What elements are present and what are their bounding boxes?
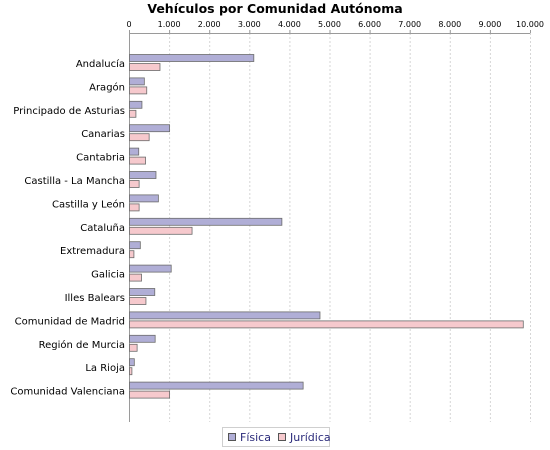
bar-fisica: [129, 334, 156, 343]
bar-juridica: [129, 273, 142, 282]
category-label: Cantabria: [76, 153, 125, 164]
bar-fisica: [129, 217, 283, 226]
x-tick-label: 7.000: [398, 20, 421, 29]
category-label: La Rioja: [85, 363, 125, 374]
x-tick-label: 5.000: [318, 20, 341, 29]
x-tick-label: 9.000: [478, 20, 501, 29]
category-label: Cataluña: [80, 223, 125, 234]
bar-juridica: [129, 343, 138, 352]
bar-fisica: [129, 358, 135, 367]
legend-item: Física: [228, 430, 271, 444]
bar-fisica: [129, 241, 141, 250]
x-tick-label: 4.000: [278, 20, 301, 29]
bar-juridica: [129, 156, 146, 165]
bar-fisica: [129, 311, 321, 320]
bar-fisica: [129, 100, 143, 109]
category-label: Illes Balears: [65, 293, 125, 304]
legend-swatch: [278, 433, 286, 441]
x-tick-label: 2.000: [198, 20, 221, 29]
bar-juridica: [129, 180, 140, 188]
x-tick-label: 3.000: [238, 20, 261, 29]
x-tick-label: 0: [126, 20, 131, 29]
bar-juridica: [129, 203, 140, 212]
bar-fisica: [129, 264, 172, 273]
bar-juridica: [129, 250, 135, 259]
bar-fisica: [129, 381, 304, 390]
bar-juridica: [129, 86, 148, 95]
category-label: Andalucía: [76, 58, 125, 70]
bar-juridica: [129, 297, 147, 305]
bar-juridica: [129, 390, 170, 399]
bar-juridica: [129, 367, 133, 376]
bar-juridica: [129, 320, 524, 329]
category-label: Aragón: [89, 81, 125, 93]
x-tick-label: 8.000: [438, 20, 461, 29]
x-tick-label: 10.000: [516, 20, 544, 29]
category-label: Extremadura: [60, 246, 125, 257]
x-tick-label: 6.000: [358, 20, 381, 29]
bar-juridica: [129, 63, 161, 71]
legend-item: Jurídica: [278, 430, 331, 444]
category-label: Región de Murcia: [39, 339, 125, 351]
bar-juridica: [129, 226, 193, 235]
bar-fisica: [129, 124, 170, 133]
legend-label: Jurídica: [290, 430, 331, 444]
legend-label: Física: [240, 430, 271, 444]
x-tick-label: 1.000: [158, 20, 181, 29]
bar-juridica: [129, 133, 150, 142]
category-label: Comunidad de Madrid: [15, 316, 125, 327]
bar-juridica: [129, 109, 137, 118]
bar-fisica: [129, 147, 140, 156]
bar-fisica: [129, 77, 145, 86]
legend: Física Jurídica: [222, 427, 331, 447]
category-label: Comunidad Valenciana: [10, 387, 125, 398]
category-label: Galicia: [91, 270, 125, 281]
category-label: Principado de Asturias: [13, 106, 125, 117]
bar-fisica: [129, 288, 156, 296]
category-label: Castilla - La Mancha: [24, 176, 125, 187]
bar-fisica: [129, 54, 255, 62]
category-label: Canarias: [81, 129, 125, 140]
chart-title: Vehículos por Comunidad Autónoma: [147, 1, 403, 16]
bar-fisica: [129, 171, 157, 179]
legend-swatch: [228, 433, 236, 441]
category-label: Castilla y León: [52, 198, 125, 210]
bar-fisica: [129, 194, 159, 203]
